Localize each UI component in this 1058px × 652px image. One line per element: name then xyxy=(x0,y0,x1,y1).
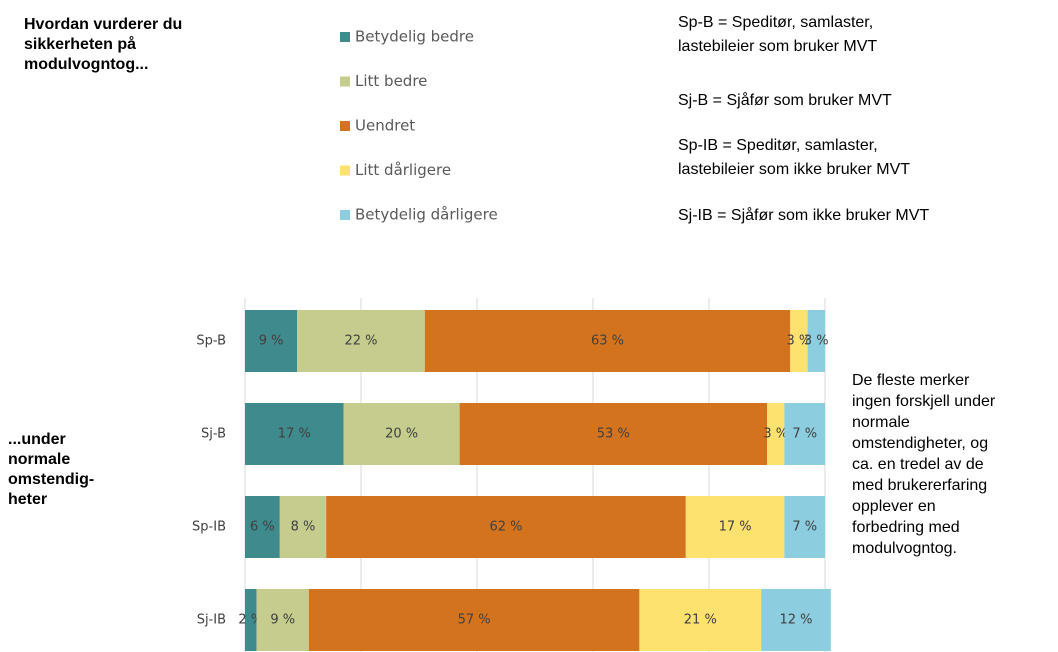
value-label: 21 % xyxy=(684,613,717,628)
bar-segment xyxy=(245,310,298,372)
bar-segment xyxy=(245,589,257,651)
y-tick-label: Sj-IB xyxy=(197,613,226,628)
legend-swatch xyxy=(340,210,350,220)
bar-segment xyxy=(308,589,640,651)
bar-segment xyxy=(784,403,825,465)
value-label: 7 % xyxy=(792,520,817,535)
definition: Sp-IB = Speditør, samlaster, lastebileie… xyxy=(678,137,911,178)
bar-segment xyxy=(424,310,791,372)
bar-segment xyxy=(279,496,327,558)
y-tick-label: Sp-B xyxy=(196,334,226,349)
value-label: 20 % xyxy=(385,427,418,442)
value-label: 63 % xyxy=(591,334,624,349)
legend-label: Betydelig bedre xyxy=(355,28,474,46)
legend-swatch xyxy=(340,165,350,176)
bar-segment xyxy=(807,310,825,372)
value-label: 6 % xyxy=(250,520,275,535)
value-label: 62 % xyxy=(489,520,522,535)
value-label: 22 % xyxy=(344,334,377,349)
legend-label: Betydelig dårligere xyxy=(355,206,498,224)
legend-label: Litt bedre xyxy=(355,72,427,90)
bar-segment xyxy=(245,496,280,558)
legend-swatch xyxy=(340,32,350,42)
y-axis-label: ...under normale omstendig- heter xyxy=(8,431,95,508)
value-label: 8 % xyxy=(291,520,316,535)
value-label: 12 % xyxy=(779,613,812,628)
annotation: De fleste merker ingen forskjell under n… xyxy=(852,372,996,557)
definition: Sj-B = Sjåfør som bruker MVT xyxy=(678,92,892,109)
legend-swatch xyxy=(340,76,350,87)
legend-label: Litt dårligere xyxy=(355,161,451,179)
bar-segment xyxy=(790,310,808,372)
bar-segment xyxy=(343,403,460,465)
y-tick-label: Sp-IB xyxy=(192,520,226,535)
value-label: 57 % xyxy=(458,613,491,628)
value-label: 3 % xyxy=(787,334,812,349)
bar-segment xyxy=(639,589,762,651)
value-label: 9 % xyxy=(259,334,284,349)
value-label: 53 % xyxy=(597,427,630,442)
bar-segment xyxy=(761,589,831,651)
y-tick-label: Sj-B xyxy=(201,427,226,442)
chart-title: Hvordan vurderer du sikkerheten på modul… xyxy=(24,16,183,73)
bar-segment xyxy=(459,403,767,465)
bar-segment xyxy=(784,496,825,558)
value-label: 17 % xyxy=(278,427,311,442)
value-label: 3 % xyxy=(804,334,829,349)
bar-segment xyxy=(245,403,344,465)
value-label: 7 % xyxy=(792,427,817,442)
value-label: 17 % xyxy=(719,520,752,535)
value-label: 3 % xyxy=(763,427,788,442)
legend-swatch xyxy=(340,121,350,131)
bar-segment xyxy=(297,310,425,372)
bar-segment xyxy=(256,589,309,651)
definition: Sj-IB = Sjåfør som ikke bruker MVT xyxy=(678,207,930,224)
bar-segment xyxy=(685,496,785,558)
legend-label: Uendret xyxy=(355,117,415,135)
value-label: 9 % xyxy=(270,613,295,628)
bar-segment xyxy=(326,496,686,558)
definition: Sp-B = Speditør, samlaster, lastebileier… xyxy=(678,14,878,55)
bar-segment xyxy=(767,403,785,465)
